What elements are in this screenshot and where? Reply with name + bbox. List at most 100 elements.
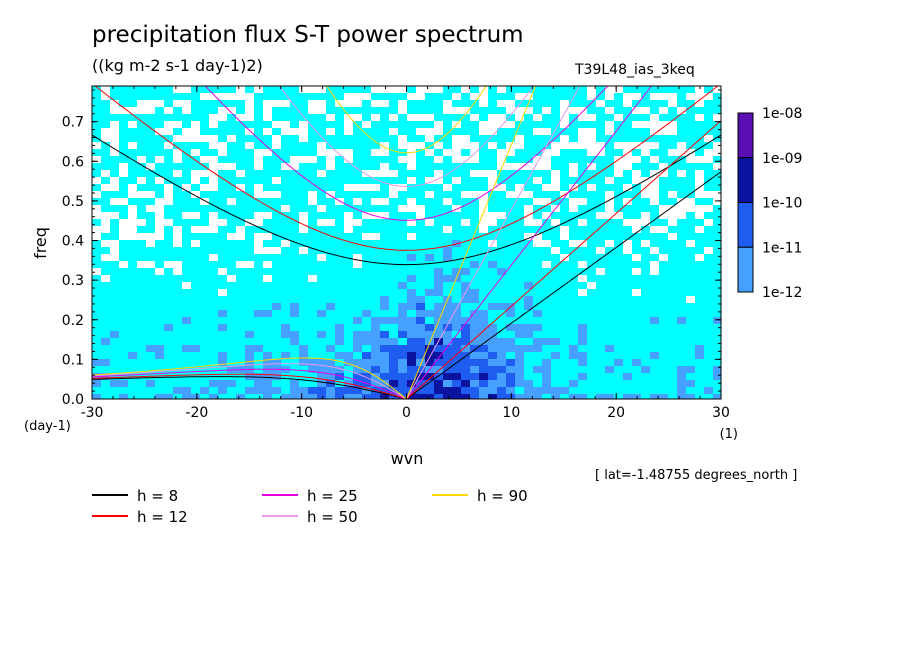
field-cell	[137, 107, 146, 114]
field-cell	[425, 380, 434, 387]
field-cell	[596, 100, 605, 107]
field-cell	[344, 219, 353, 226]
field-cell	[398, 373, 407, 380]
field-cell	[209, 121, 218, 128]
field-cell	[317, 366, 326, 373]
field-cell	[497, 387, 506, 394]
field-cell	[308, 366, 317, 373]
field-cell	[101, 219, 110, 226]
field-cell	[344, 121, 353, 128]
field-cell	[272, 121, 281, 128]
field-cell	[497, 114, 506, 121]
field-cell	[524, 282, 533, 289]
field-cell	[416, 212, 425, 219]
field-cell	[533, 310, 542, 317]
field-cell	[218, 219, 227, 226]
field-cell	[263, 394, 272, 399]
field-cell	[92, 205, 101, 212]
field-cell	[443, 387, 452, 394]
field-cell	[344, 128, 353, 135]
field-cell	[380, 345, 389, 352]
field-cell	[488, 359, 497, 366]
field-cell	[542, 387, 551, 394]
field-cell	[461, 156, 470, 163]
field-cell	[551, 352, 560, 359]
field-cell	[641, 212, 650, 219]
field-cell	[614, 170, 623, 177]
field-cell	[596, 394, 605, 399]
field-cell	[191, 212, 200, 219]
field-cell	[578, 128, 587, 135]
field-cell	[380, 394, 389, 399]
field-cell	[659, 128, 668, 135]
field-cell	[164, 142, 173, 149]
field-cell	[290, 128, 299, 135]
field-cell	[263, 380, 272, 387]
field-cell	[605, 121, 614, 128]
field-cell	[272, 191, 281, 198]
field-cell	[200, 198, 209, 205]
field-cell	[362, 352, 371, 359]
field-cell	[362, 233, 371, 240]
field-cell	[209, 254, 218, 261]
field-cell	[506, 359, 515, 366]
field-cell	[524, 219, 533, 226]
field-cell	[173, 268, 182, 275]
field-cell	[326, 114, 335, 121]
field-cell	[173, 261, 182, 268]
field-cell	[425, 219, 434, 226]
field-cell	[641, 107, 650, 114]
field-cell	[254, 233, 263, 240]
field-cell	[461, 268, 470, 275]
field-cell	[668, 100, 677, 107]
field-cell	[425, 387, 434, 394]
field-cell	[236, 86, 245, 93]
field-cell	[677, 142, 686, 149]
field-cell	[632, 219, 641, 226]
field-cell	[110, 184, 119, 191]
field-cell	[263, 191, 272, 198]
field-cell	[614, 163, 623, 170]
field-cell	[191, 128, 200, 135]
field-cell	[578, 352, 587, 359]
field-cell	[407, 198, 416, 205]
field-cell	[587, 149, 596, 156]
field-cell	[677, 205, 686, 212]
field-cell	[101, 184, 110, 191]
field-cell	[317, 380, 326, 387]
field-cell	[650, 156, 659, 163]
field-cell	[443, 198, 452, 205]
field-cell	[605, 191, 614, 198]
field-cell	[146, 205, 155, 212]
field-cell	[200, 387, 209, 394]
field-cell	[668, 121, 677, 128]
field-cell	[362, 212, 371, 219]
colorbar-segment	[737, 246, 754, 293]
field-cell	[128, 212, 137, 219]
field-cell	[263, 275, 272, 282]
field-cell	[434, 86, 443, 93]
field-cell	[713, 114, 721, 121]
field-cell	[668, 205, 677, 212]
field-cell	[488, 142, 497, 149]
field-cell	[524, 324, 533, 331]
field-cell	[155, 100, 164, 107]
field-cell	[479, 128, 488, 135]
field-cell	[110, 128, 119, 135]
field-cell	[470, 317, 479, 324]
field-cell	[407, 254, 416, 261]
field-cell	[236, 184, 245, 191]
field-cell	[605, 107, 614, 114]
field-cell	[245, 331, 254, 338]
field-cell	[173, 226, 182, 233]
field-cell	[596, 149, 605, 156]
x-axis-unit: (1)	[720, 427, 738, 442]
field-cell	[362, 121, 371, 128]
field-cell	[92, 191, 101, 198]
field-cell	[110, 100, 119, 107]
field-cell	[686, 93, 695, 100]
field-cell	[479, 359, 488, 366]
field-cell	[542, 373, 551, 380]
x-tick-label: 10	[502, 405, 520, 421]
